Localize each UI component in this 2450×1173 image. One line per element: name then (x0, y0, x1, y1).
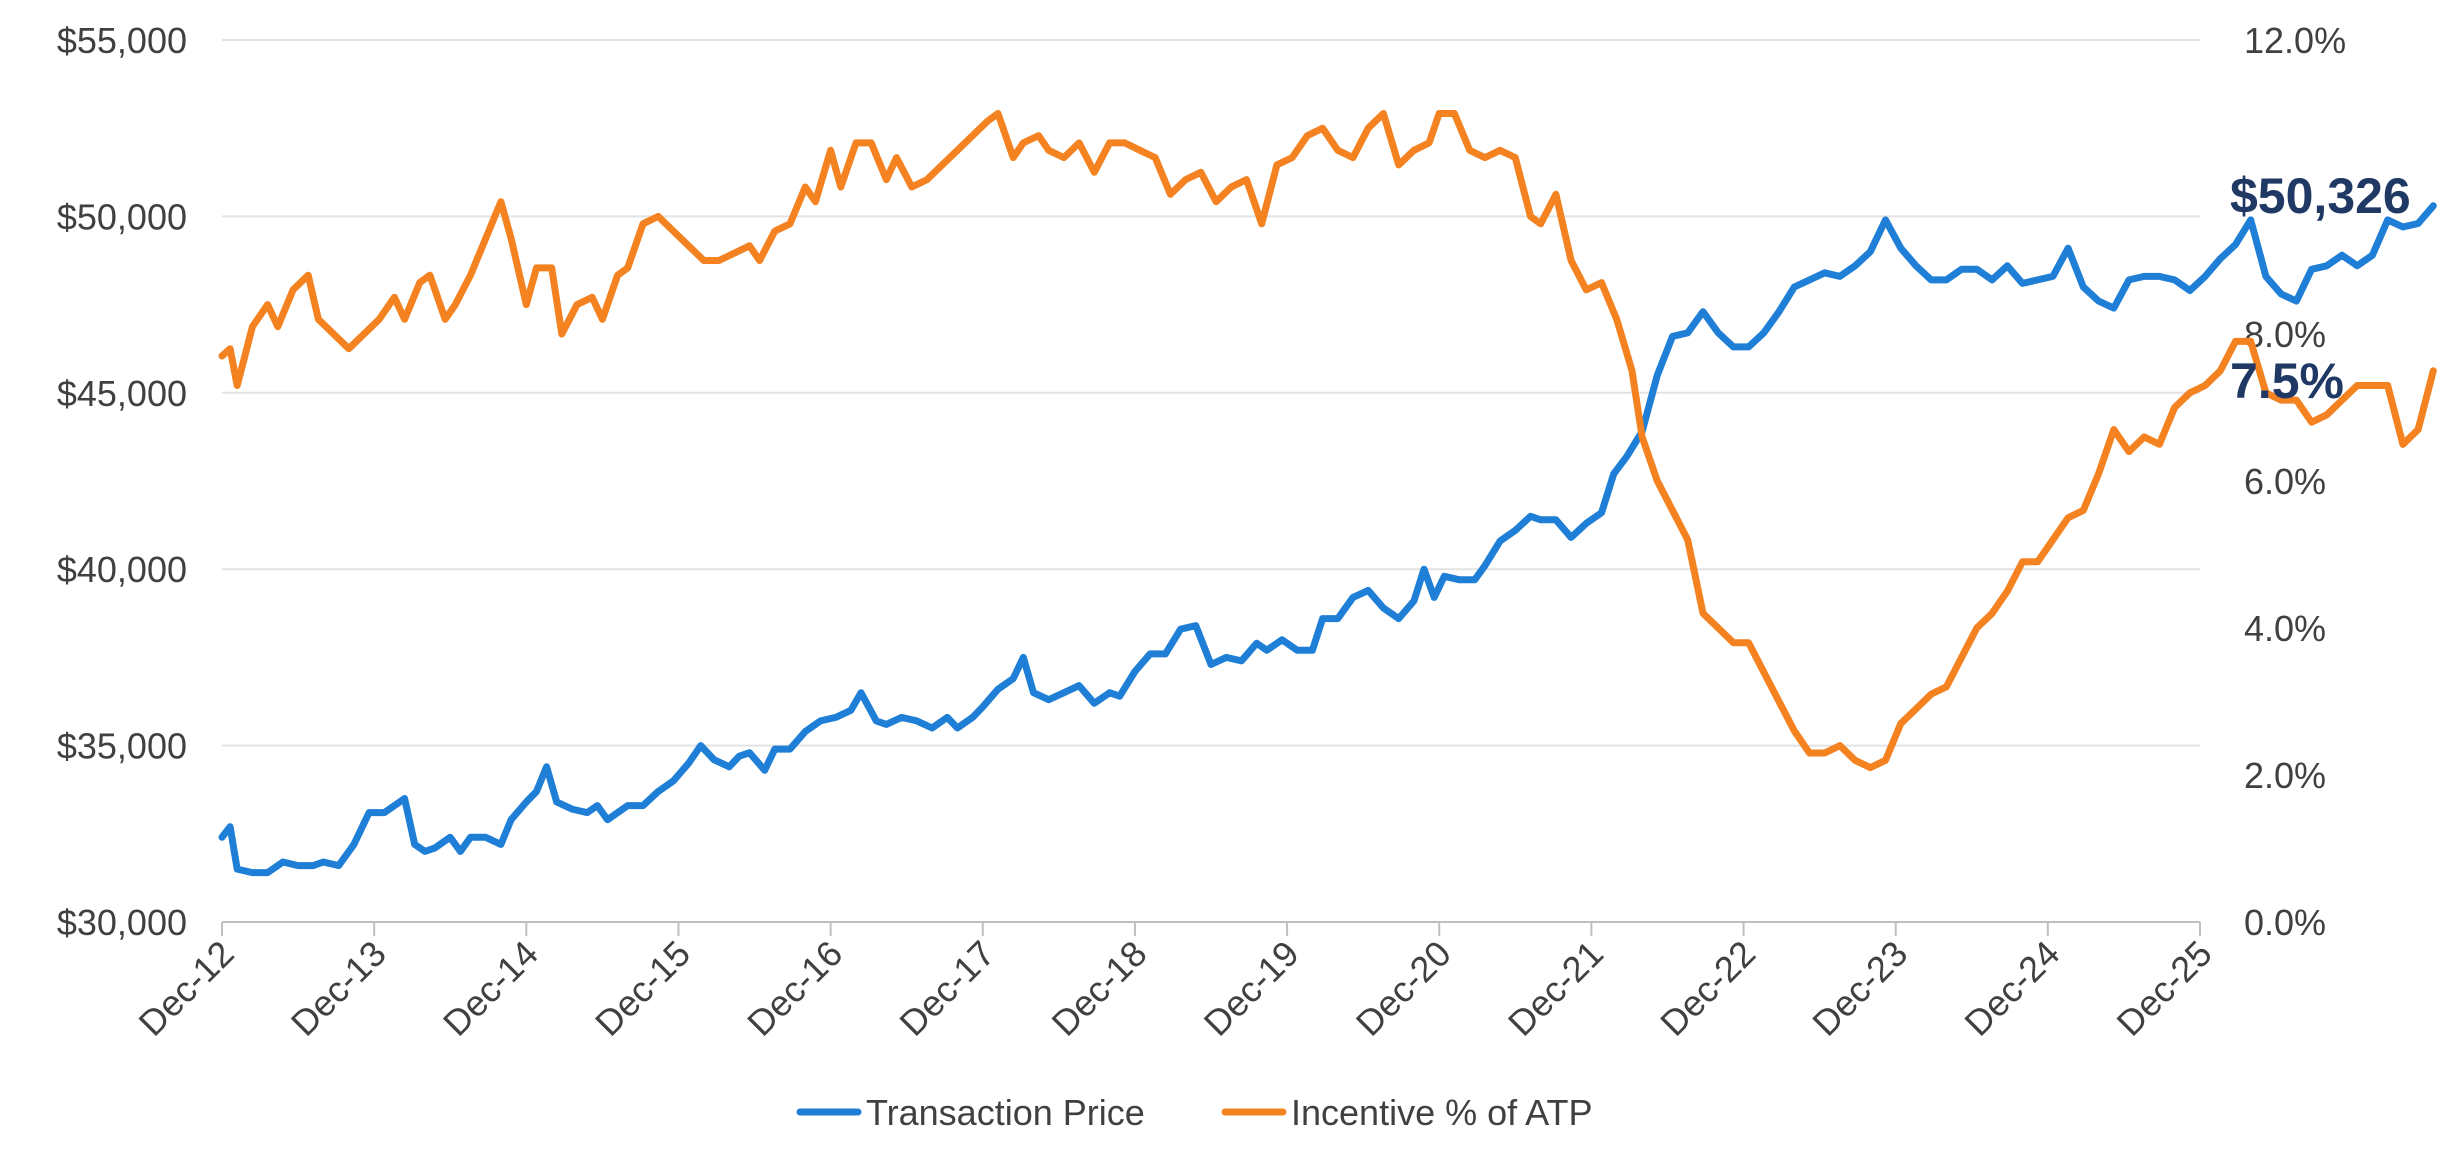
left-y-axis-ticks: $30,000 $35,000 $40,000 $45,000 $50,000 $55,0… (57, 20, 187, 943)
end-label-transaction-price: $50,326 (2230, 168, 2411, 224)
series-lines (218, 110, 2437, 877)
right-y-tick-label-1: 2.0% (2244, 755, 2326, 796)
x-tick-label-10: Dec-22 (1652, 933, 1763, 1044)
left-y-tick-label-3: $45,000 (57, 373, 187, 414)
series-line-incentive-pct (218, 110, 2437, 772)
left-y-tick-label-4: $50,000 (57, 196, 187, 237)
legend: Transaction Price Incentive % of ATP (796, 1092, 1592, 1133)
x-tick-label-11: Dec-23 (1804, 933, 1915, 1044)
x-tick-label-3: Dec-15 (587, 933, 698, 1044)
gridlines (222, 39, 2200, 747)
right-y-tick-label-0: 0.0% (2244, 902, 2326, 943)
left-y-tick-label-1: $35,000 (57, 726, 187, 767)
right-y-tick-label-3: 6.0% (2244, 461, 2326, 502)
right-y-tick-label-4: 8.0% (2244, 314, 2326, 355)
x-tick-label-13: Dec-25 (2109, 933, 2220, 1044)
x-tick-label-6: Dec-18 (1044, 933, 1155, 1044)
left-y-tick-label-2: $40,000 (57, 549, 187, 590)
legend-item-incentive-pct: Incentive % of ATP (1221, 1092, 1592, 1133)
x-tick-label-5: Dec-17 (891, 933, 1002, 1044)
x-tick-label-8: Dec-20 (1348, 933, 1459, 1044)
legend-label-incentive-pct: Incentive % of ATP (1291, 1092, 1592, 1133)
x-tick-label-12: Dec-24 (1956, 933, 2067, 1044)
x-tick-label-0: Dec-12 (131, 933, 242, 1044)
right-y-axis-ticks: 0.0% 2.0% 4.0% 6.0% 8.0% 12.0% (2244, 20, 2346, 943)
end-label-incentive-pct: 7.5% (2230, 353, 2344, 409)
legend-label-transaction-price: Transaction Price (866, 1092, 1145, 1133)
x-tick-label-7: Dec-19 (1196, 933, 1307, 1044)
legend-item-transaction-price: Transaction Price (796, 1092, 1145, 1133)
x-axis-ticks: Dec-12 Dec-13 Dec-14 Dec-15 Dec-16 Dec-17 Dec-… (131, 922, 2220, 1044)
x-tick-label-4: Dec-16 (739, 933, 850, 1044)
x-tick-label-1: Dec-13 (283, 933, 394, 1044)
right-y-tick-label-2: 4.0% (2244, 608, 2326, 649)
x-tick-label-9: Dec-21 (1500, 933, 1611, 1044)
right-y-tick-label-5: 12.0% (2244, 20, 2346, 61)
left-y-tick-label-5: $55,000 (57, 20, 187, 61)
left-y-tick-label-0: $30,000 (57, 902, 187, 943)
x-tick-label-2: Dec-14 (435, 933, 546, 1044)
series-line-transaction-price (218, 202, 2437, 877)
end-value-labels: $50,326 7.5% (2230, 168, 2411, 409)
